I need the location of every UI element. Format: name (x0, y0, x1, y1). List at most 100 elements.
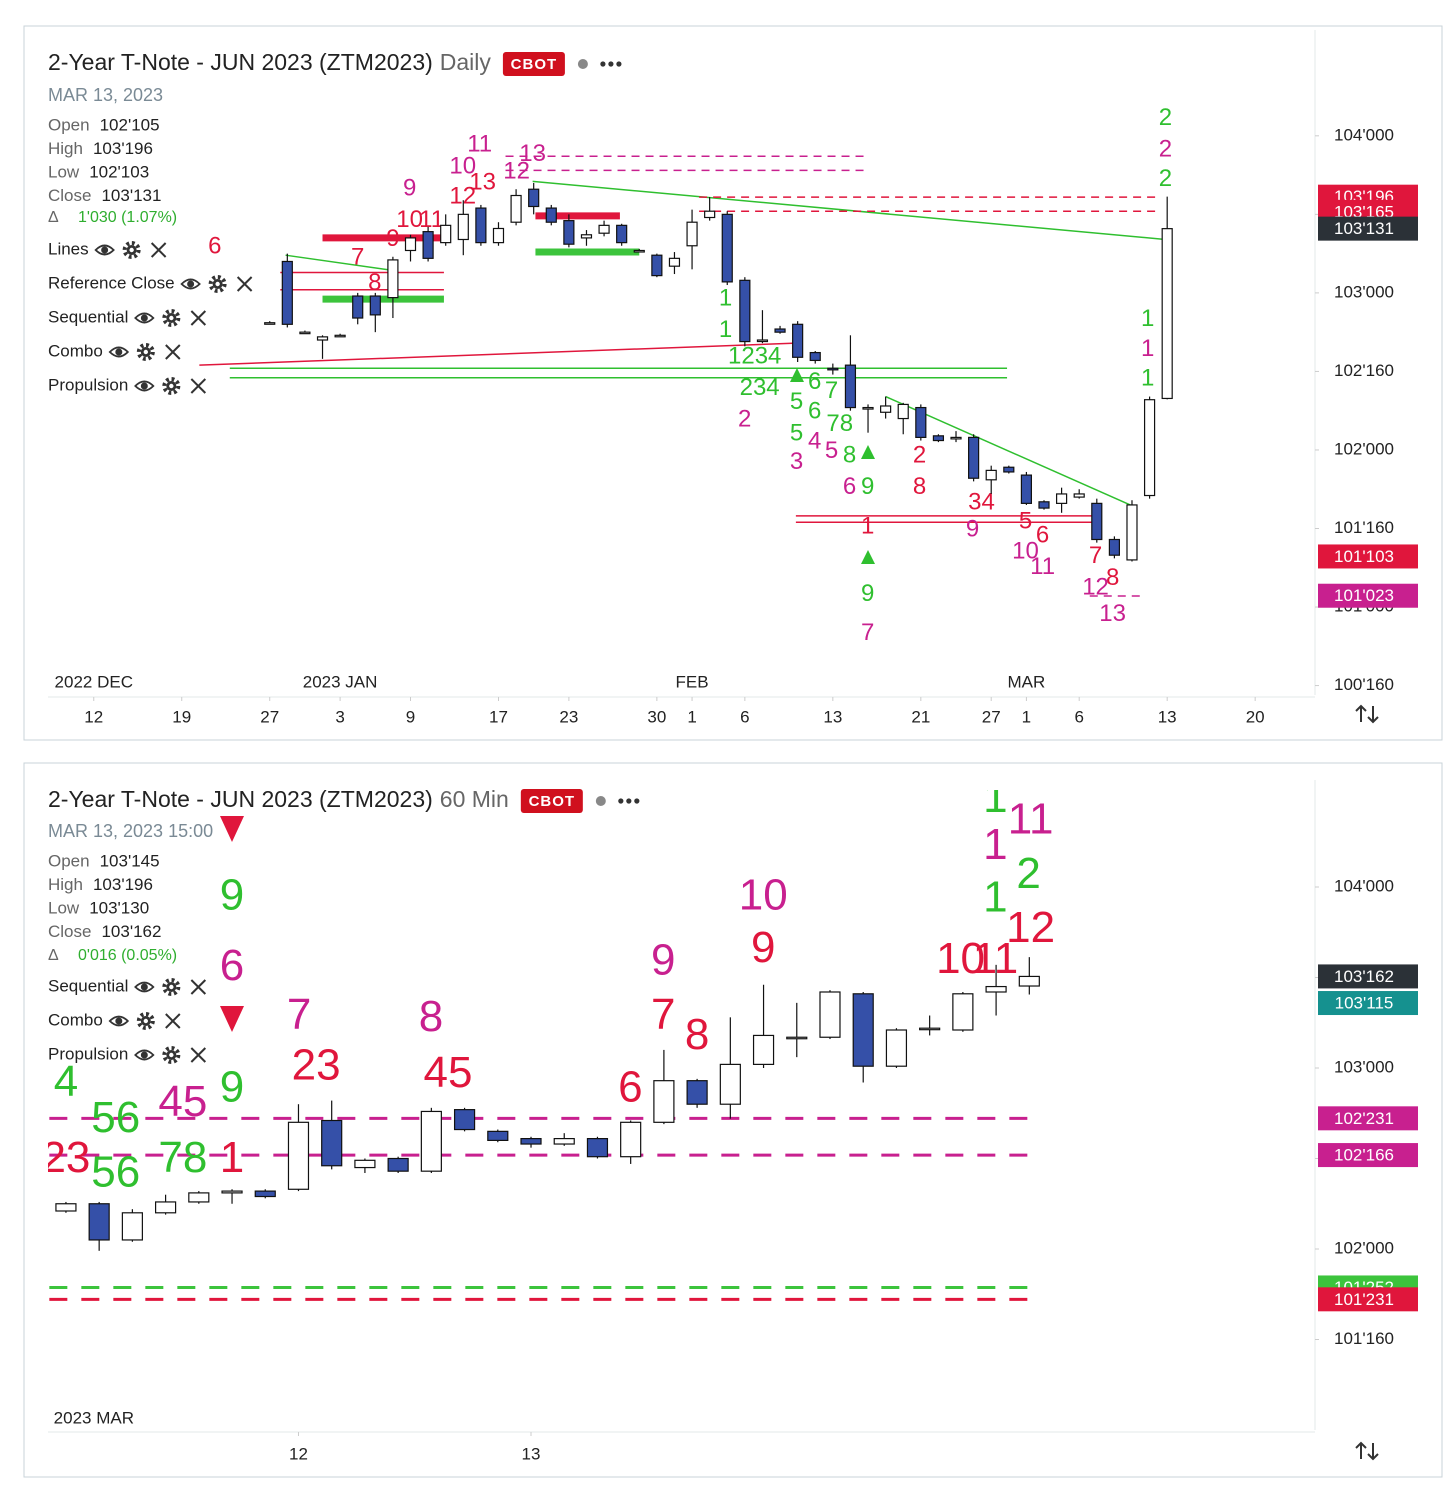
count-label: 8 (843, 442, 856, 469)
candle-body (885, 1029, 908, 1067)
eye-icon[interactable] (134, 312, 155, 324)
ohlc-value: 103'145 (100, 851, 160, 870)
x-tick-label: 13 (823, 707, 842, 726)
count-label: 1 (983, 820, 1007, 869)
gear-icon[interactable] (136, 1012, 155, 1030)
candle-body (369, 295, 381, 316)
eye-icon[interactable] (134, 981, 155, 993)
candle-body (440, 224, 452, 244)
candle-body (1018, 975, 1040, 987)
sort-icon[interactable] (1355, 704, 1379, 1461)
ohlc-value: 103'131 (101, 186, 161, 205)
count-label: 11 (1030, 553, 1055, 580)
count-label: 6 (808, 368, 821, 395)
gear-icon[interactable] (162, 309, 181, 327)
count-label: 3 (790, 448, 803, 475)
candle-body (1161, 228, 1173, 400)
count-label: 1 (1141, 335, 1154, 362)
gear-icon[interactable] (122, 241, 141, 259)
count-label: 45 (423, 1048, 472, 1097)
menu-dot[interactable] (600, 61, 606, 67)
candle-body (281, 260, 293, 325)
count-label: 45 (158, 1077, 207, 1126)
ohlc-label: Close (48, 922, 91, 941)
gear-hole (215, 281, 220, 287)
count-label: 12 (1006, 903, 1055, 952)
close-icon[interactable] (150, 242, 167, 258)
ohlc-label: Close (48, 186, 91, 205)
candle-body (721, 213, 733, 283)
count-label: 9 (403, 175, 416, 202)
menu-dot[interactable] (626, 798, 632, 804)
status-dot (595, 796, 606, 806)
x-tick-label: 27 (982, 707, 1001, 726)
candle-body (1003, 466, 1015, 473)
gear-icon[interactable] (162, 978, 181, 996)
chart-title: 2-Year T-Note - JUN 2023 (ZTM2023) (48, 786, 433, 812)
menu-dot[interactable] (608, 61, 614, 67)
count-label: 11 (1008, 794, 1054, 843)
eye-icon[interactable] (108, 1015, 130, 1027)
candle-body (404, 237, 417, 252)
panel-frame (23, 25, 1443, 741)
count-label: 11 (467, 131, 492, 158)
eye-outline (134, 380, 155, 392)
count-label: 1 (983, 773, 1007, 822)
price-tag-label: 103'115 (1335, 994, 1394, 1013)
candle-body (819, 991, 841, 1038)
gear-icon[interactable] (162, 1046, 181, 1064)
close-icon[interactable] (165, 1013, 181, 1029)
menu-dot[interactable] (618, 798, 624, 804)
candle-body (520, 1137, 542, 1145)
count-label: 2 (738, 405, 751, 432)
ohlc-label: High (48, 139, 83, 158)
ohlc-label: Low (48, 162, 80, 181)
close-icon[interactable] (190, 378, 207, 394)
candle-body (221, 1190, 243, 1194)
eye-icon[interactable] (134, 380, 155, 392)
count-label: 6 (808, 398, 821, 425)
menu-dot[interactable] (616, 61, 622, 67)
x-tick-label: 12 (289, 1444, 308, 1463)
eye-outline (134, 1049, 155, 1061)
price-tag (1318, 583, 1418, 608)
close-icon[interactable] (190, 979, 207, 995)
eye-icon[interactable] (108, 346, 130, 358)
gear-icon[interactable] (136, 343, 155, 361)
candle-body (1143, 399, 1156, 497)
close-icon[interactable] (165, 344, 181, 360)
candle-body (352, 295, 364, 319)
count-label: 10 (449, 153, 476, 180)
candle-body (915, 406, 927, 438)
candle-body (704, 210, 716, 219)
exchange: CBOT (529, 793, 576, 810)
price-tag-label: 102'231 (1334, 1109, 1394, 1128)
y-tick-label: 103'000 (1334, 1057, 1394, 1076)
x-tick-label: 20 (1246, 707, 1265, 726)
count-label: 11 (419, 206, 444, 233)
gear-icon[interactable] (162, 377, 181, 395)
price-tag-label: 103'165 (1334, 202, 1394, 221)
count-label: 1 (719, 285, 732, 312)
eye-icon[interactable] (94, 244, 115, 256)
candle-body (792, 323, 804, 358)
candle-body (932, 435, 945, 442)
close-icon[interactable] (236, 276, 253, 292)
close-icon[interactable] (190, 1047, 207, 1063)
eye-icon[interactable] (134, 1049, 155, 1061)
count-label: 1 (719, 316, 732, 343)
x-tick-label: 17 (489, 707, 508, 726)
gear-hole (169, 315, 174, 321)
candle-body (985, 469, 997, 481)
eye-icon[interactable] (180, 278, 201, 290)
gear-icon[interactable] (208, 275, 227, 293)
eye-outline (134, 981, 155, 993)
count-label: 6 (208, 233, 221, 260)
eye-pupil (115, 348, 123, 356)
close-icon[interactable] (190, 310, 207, 326)
candle-body (321, 1119, 343, 1167)
menu-dot[interactable] (634, 798, 640, 804)
x-tick-label: 6 (1074, 707, 1083, 726)
gear-teeth (162, 1046, 181, 1064)
